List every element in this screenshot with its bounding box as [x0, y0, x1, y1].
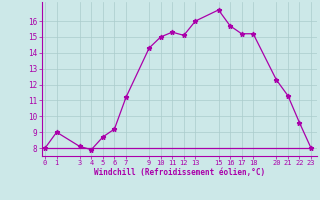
X-axis label: Windchill (Refroidissement éolien,°C): Windchill (Refroidissement éolien,°C) — [94, 168, 265, 177]
